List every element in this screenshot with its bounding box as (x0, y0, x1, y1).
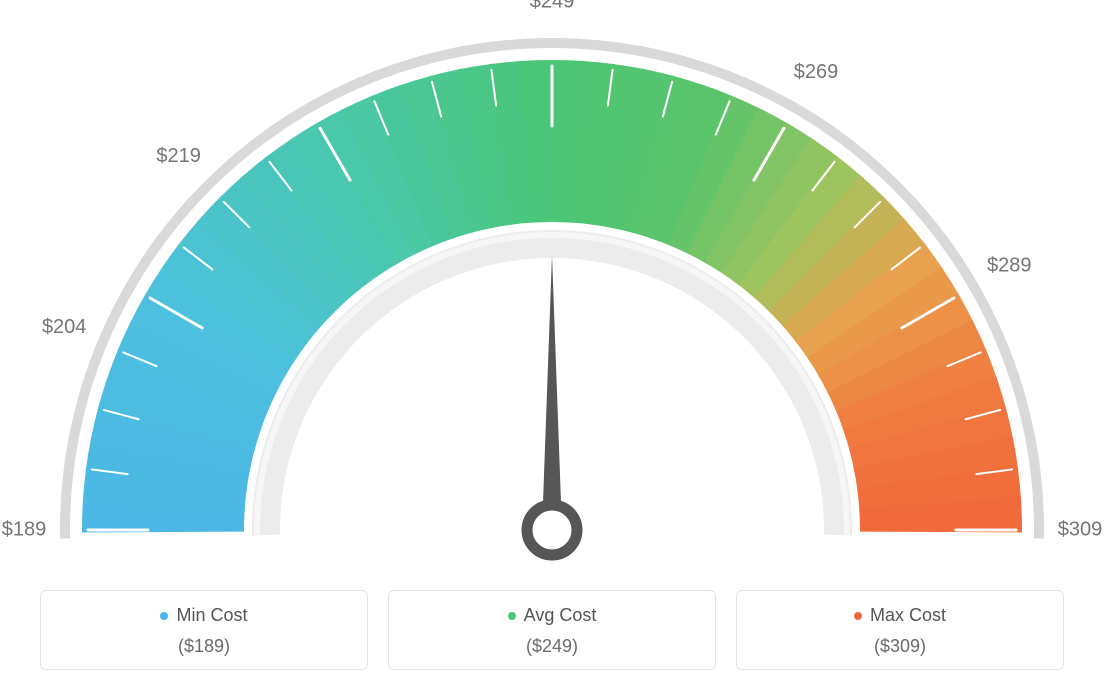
legend-card-avg: Avg Cost ($249) (388, 590, 716, 670)
tick-label: $204 (42, 316, 87, 338)
legend-avg-value: ($249) (399, 636, 705, 657)
legend-min-title: Min Cost (160, 605, 247, 626)
legend-card-max: Max Cost ($309) (736, 590, 1064, 670)
legend-min-value: ($189) (51, 636, 357, 657)
cost-gauge-widget: $189 $204 $219 $249 $269 $289 $309 Min Cost ($… (0, 0, 1104, 690)
dot-icon (160, 612, 168, 620)
legend-max-title: Max Cost (854, 605, 946, 626)
legend-min-label: Min Cost (176, 605, 247, 626)
legend-avg-label: Avg Cost (524, 605, 597, 626)
tick-label: $189 (2, 518, 47, 540)
legend-card-min: Min Cost ($189) (40, 590, 368, 670)
tick-label: $309 (1058, 518, 1103, 540)
tick-label: $249 (530, 0, 575, 12)
legend-max-value: ($309) (747, 636, 1053, 657)
dot-icon (854, 612, 862, 620)
legend-max-label: Max Cost (870, 605, 946, 626)
tick-label: $269 (794, 61, 839, 83)
tick-label: $289 (987, 254, 1032, 276)
gauge-chart: $189 $204 $219 $249 $269 $289 $309 (0, 0, 1104, 570)
legend-avg-title: Avg Cost (508, 605, 597, 626)
dot-icon (508, 612, 516, 620)
tick-label: $219 (156, 145, 201, 167)
legend-row: Min Cost ($189) Avg Cost ($249) Max Cost… (0, 590, 1104, 670)
